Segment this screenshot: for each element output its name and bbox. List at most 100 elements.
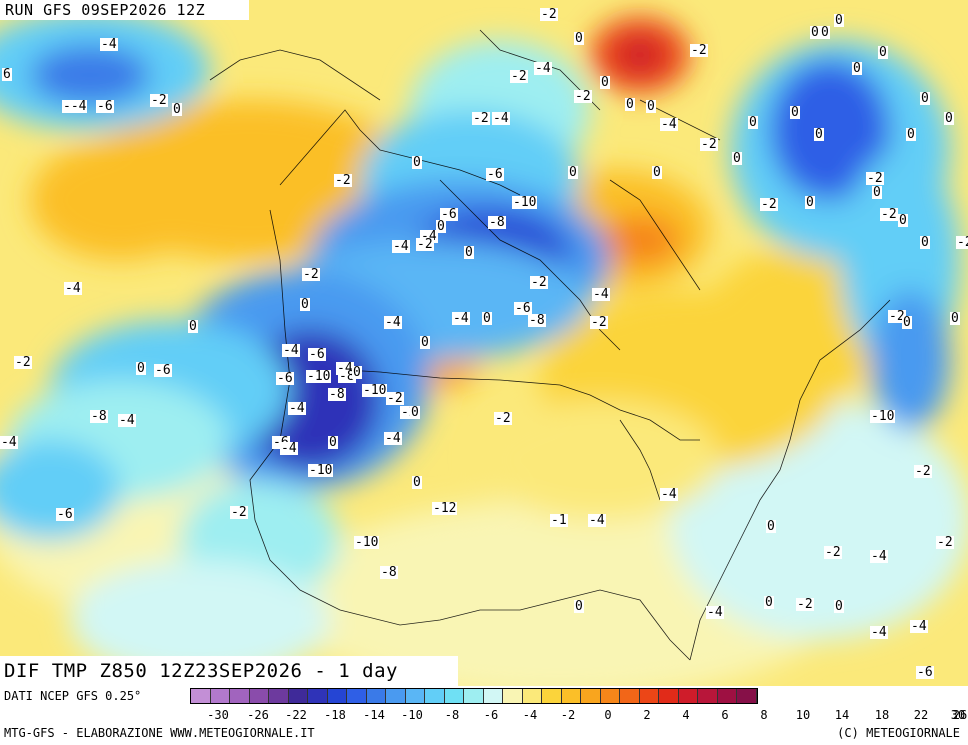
- contour-label: -2: [690, 43, 708, 58]
- contour-label: 0: [136, 361, 146, 376]
- contour-label: -8: [528, 313, 546, 328]
- contour-label: -2: [880, 207, 898, 222]
- contour-label: -4: [392, 239, 410, 254]
- legend-tick-label: 22: [913, 708, 929, 722]
- legend-tick-label: 6: [721, 708, 729, 722]
- contour-label: 0: [412, 475, 422, 490]
- contour-label: 0: [764, 595, 774, 610]
- legend-swatch: [717, 689, 737, 703]
- contour-label: 0: [920, 235, 930, 250]
- legend-tick-label: -10: [401, 708, 423, 722]
- contour-label: -4: [384, 315, 402, 330]
- contour-label: -6: [96, 99, 114, 114]
- contour-label: -6: [154, 363, 172, 378]
- legend-tick-label: -14: [363, 708, 385, 722]
- contour-label: -8: [380, 565, 398, 580]
- contour-label: -4: [288, 401, 306, 416]
- contour-label: -2: [510, 69, 528, 84]
- legend-tick-label: 8: [760, 708, 768, 722]
- contour-label: -4: [118, 413, 136, 428]
- contour-label: -2: [760, 197, 778, 212]
- contour-label: 0: [482, 311, 492, 326]
- legend-swatch: [269, 689, 289, 703]
- contour-label: 0: [464, 245, 474, 260]
- legend-swatch: [698, 689, 718, 703]
- legend-swatch: [678, 689, 698, 703]
- contour-label: -10: [870, 409, 896, 424]
- contour-label: 0: [766, 519, 776, 534]
- contour-label: 0: [574, 31, 584, 46]
- contour-label: 0: [898, 213, 908, 228]
- legend-swatches: [190, 688, 758, 704]
- legend-swatch: [191, 689, 211, 703]
- legend-tick-label: -18: [324, 708, 346, 722]
- contour-label: -6: [514, 301, 532, 316]
- contour-label: 0: [814, 127, 824, 142]
- contour-label: 0: [790, 105, 800, 120]
- contour-label: -4: [0, 435, 18, 450]
- contour-label: 0: [328, 435, 338, 450]
- contour-label: --4: [62, 99, 88, 114]
- legend-tick-label: -30: [207, 708, 229, 722]
- legend-swatch: [210, 689, 230, 703]
- legend-swatch: [600, 689, 620, 703]
- contour-label: -4: [452, 311, 470, 326]
- contour-label: -4: [282, 343, 300, 358]
- contour-label: -2: [574, 89, 592, 104]
- contour-label: -6: [440, 207, 458, 222]
- legend-tick-label: 14: [834, 708, 850, 722]
- contour-label: 0: [950, 311, 960, 326]
- contour-label: 0: [748, 115, 758, 130]
- contour-label: 0: [410, 405, 420, 420]
- contour-label: 0: [188, 319, 198, 334]
- contour-label: 0: [906, 127, 916, 142]
- contour-label: -8: [328, 387, 346, 402]
- contour-label: -2: [472, 111, 490, 126]
- legend-tick-label: 2: [643, 708, 651, 722]
- credit-text: MTG-GFS - ELABORAZIONE WWW.METEOGIORNALE…: [4, 726, 315, 740]
- contour-label: -2: [386, 391, 404, 406]
- legend-swatch: [522, 689, 542, 703]
- contour-label: -2: [416, 237, 434, 252]
- legend-tick-label: -8: [444, 708, 460, 722]
- contour-label: 0: [852, 61, 862, 76]
- contour-label: -2: [494, 411, 512, 426]
- contour-label: 0: [412, 155, 422, 170]
- legend-swatch: [425, 689, 445, 703]
- contour-label: -4: [492, 111, 510, 126]
- legend-tick-label: 30: [950, 708, 966, 722]
- legend-swatch: [366, 689, 386, 703]
- contour-label: -2: [936, 535, 954, 550]
- contour-label: 0: [646, 99, 656, 114]
- legend-swatch: [386, 689, 406, 703]
- contour-label: -2: [150, 93, 168, 108]
- data-source: DATI NCEP GFS 0.25°: [4, 689, 142, 703]
- contour-label: -4: [64, 281, 82, 296]
- legend-swatch: [230, 689, 250, 703]
- contour-label: 0: [652, 165, 662, 180]
- contour-label: -2: [302, 267, 320, 282]
- legend-swatch: [444, 689, 464, 703]
- contour-label: 6: [2, 67, 12, 82]
- contour-label: 0: [834, 13, 844, 28]
- contour-label: -10: [354, 535, 380, 550]
- contour-label: -4: [534, 61, 552, 76]
- legend-tick-label: -4: [522, 708, 538, 722]
- contour-label: 0: [944, 111, 954, 126]
- contour-label: -4: [660, 117, 678, 132]
- contour-label: 0: [172, 102, 182, 117]
- legend-swatch: [737, 689, 757, 703]
- contour-label: 0: [820, 25, 830, 40]
- legend-swatch: [249, 689, 269, 703]
- contour-label: -2: [590, 315, 608, 330]
- contour-label: 0: [352, 365, 362, 380]
- contour-label: 0: [625, 97, 635, 112]
- contour-label: -10: [306, 369, 332, 384]
- copyright-text: (C) METEOGIORNALE: [837, 726, 960, 740]
- contour-label: -10: [512, 195, 538, 210]
- contour-label: -4: [100, 37, 118, 52]
- legend-swatch: [561, 689, 581, 703]
- legend-swatch: [620, 689, 640, 703]
- legend-swatch: [288, 689, 308, 703]
- legend-tick-label: 26: [952, 708, 968, 722]
